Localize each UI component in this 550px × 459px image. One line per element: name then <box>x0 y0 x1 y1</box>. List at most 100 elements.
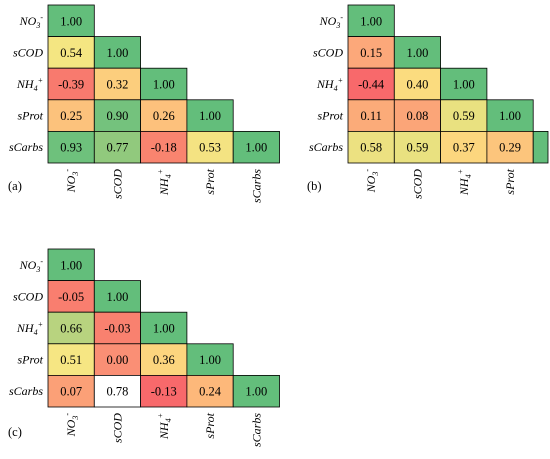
column-label: sCOD <box>110 169 124 199</box>
cell-value-label: 1.00 <box>107 290 129 304</box>
cell-value-label: 0.53 <box>199 141 221 155</box>
column-label: NO3- <box>63 169 80 194</box>
panel-label: (c) <box>8 425 22 439</box>
cell-value-label: 0.11 <box>360 109 381 123</box>
heatmap-cell <box>440 67 488 101</box>
cell-value-label: 1.00 <box>60 258 82 272</box>
cell-value-label: 0.29 <box>499 141 521 155</box>
heatmap-cell <box>532 130 549 164</box>
heatmap-panel-c: 1.00 -0.05 1.00 0.66 -0.03 1.00 0.51 0.00 0.36 1.… <box>8 248 280 447</box>
heatmap-cell <box>140 67 188 101</box>
cell-value-label: 1.00 <box>153 78 175 92</box>
column-label: sCarbs <box>249 169 263 203</box>
heatmap-cell <box>93 130 142 164</box>
heatmap-cell <box>47 248 95 282</box>
cell-value-label: 1.00 <box>107 46 129 60</box>
heatmap-panel-a: 1.00 0.54 1.00 -0.39 0.32 1.00 0.25 0.90 0.26 1.0… <box>8 4 280 203</box>
cell-value-label: 0.25 <box>60 109 82 123</box>
cell-value-label: 1.00 <box>199 353 221 367</box>
cell-value-label: 0.00 <box>107 353 129 367</box>
heatmap-cell <box>186 99 234 132</box>
cell-value-label: 1.00 <box>60 14 82 28</box>
cell-value-label: 0.59 <box>407 141 429 155</box>
column-label: sCarbs <box>249 413 263 447</box>
heatmap-cell <box>486 130 534 164</box>
cell-value-label: 1.00 <box>453 78 475 92</box>
heatmap-cell <box>393 99 441 132</box>
column-label: sProt <box>203 168 217 194</box>
row-label: sCarbs <box>9 384 43 398</box>
cell-value-label: 0.24 <box>199 385 222 399</box>
heatmap-cell <box>140 130 188 164</box>
cell-value-label: 0.07 <box>60 385 82 399</box>
heatmap-cell <box>140 374 188 408</box>
cell-value-label: 0.51 <box>60 353 82 367</box>
cell-value-label: 0.40 <box>407 78 429 92</box>
heatmap-cell <box>47 4 95 38</box>
heatmap-cell <box>47 343 95 376</box>
cell-value-label: 1.00 <box>199 109 221 123</box>
row-label: NO3- <box>319 13 344 30</box>
heatmap-cell <box>232 130 280 164</box>
heatmap-cell <box>93 374 142 408</box>
cell-value-label: 0.90 <box>107 109 129 123</box>
cell-value-label: 0.36 <box>153 353 175 367</box>
column-label: NH4+ <box>456 169 473 196</box>
row-label: NO3- <box>19 257 44 274</box>
heatmap-cell <box>347 67 395 101</box>
panel-label: (a) <box>8 179 22 193</box>
cell-value-label: 1.00 <box>153 322 175 336</box>
cell-value-label: 0.15 <box>360 46 382 60</box>
cell-value-label: -0.44 <box>358 78 385 92</box>
heatmap-cell <box>440 130 488 164</box>
cell-value-label: 0.37 <box>453 141 475 155</box>
cell-value-label: 0.77 <box>107 141 129 155</box>
cell-value-label: 0.32 <box>107 78 129 92</box>
heatmap-cell <box>93 36 142 69</box>
panel-label: (b) <box>307 179 322 193</box>
heatmap-panel-b: 1.00 0.15 1.00 -0.44 0.40 1.00 0.11 0.08 0.59 1.0… <box>307 4 549 199</box>
heatmap-cell <box>232 374 280 408</box>
heatmap-cell <box>347 99 395 132</box>
cell-value-label: 0.66 <box>60 322 82 336</box>
cell-value-label: 0.54 <box>60 46 83 60</box>
row-label: NH4+ <box>316 76 343 93</box>
cell-value-label: 1.00 <box>499 109 521 123</box>
column-label: NO3- <box>363 169 380 194</box>
heatmap-cell <box>47 374 95 408</box>
heatmap-cell <box>347 4 395 38</box>
heatmap-cell <box>93 99 142 132</box>
row-label: sProt <box>17 353 43 367</box>
heatmap-cell <box>186 130 234 164</box>
column-label: sCOD <box>410 169 424 199</box>
cell-value-label: 1.00 <box>407 46 429 60</box>
heatmap-cell <box>186 374 234 408</box>
heatmap-cell <box>393 36 441 69</box>
row-label: sCarbs <box>309 140 343 154</box>
cell-value-label: 0.26 <box>153 109 175 123</box>
cell-value-label: 1.00 <box>245 141 267 155</box>
row-label: sCOD <box>313 45 343 59</box>
column-label: NH4+ <box>156 169 173 196</box>
row-label: sProt <box>17 109 43 123</box>
column-label: sProt <box>203 412 217 438</box>
cell-value-label: 0.08 <box>407 109 429 123</box>
cell-value-label: -0.18 <box>151 141 177 155</box>
column-label: sProt <box>503 168 517 194</box>
heatmap-cell <box>393 67 441 101</box>
cell-value-label: -0.05 <box>58 290 84 304</box>
cell-value-label: -0.03 <box>104 322 130 336</box>
row-label: sCarbs <box>9 140 43 154</box>
heatmap-cell <box>47 280 95 313</box>
cell-value-label: 1.00 <box>360 14 382 28</box>
column-label: sCOD <box>110 413 124 443</box>
cell-value-label: -0.39 <box>58 78 84 92</box>
heatmap-cell <box>93 343 142 376</box>
row-label: sProt <box>317 109 343 123</box>
row-label: sCOD <box>13 45 43 59</box>
cell-value-label: 0.58 <box>360 141 382 155</box>
heatmap-cell <box>186 343 234 376</box>
cell-value-label: 0.78 <box>107 385 129 399</box>
heatmap-cell <box>393 130 441 164</box>
